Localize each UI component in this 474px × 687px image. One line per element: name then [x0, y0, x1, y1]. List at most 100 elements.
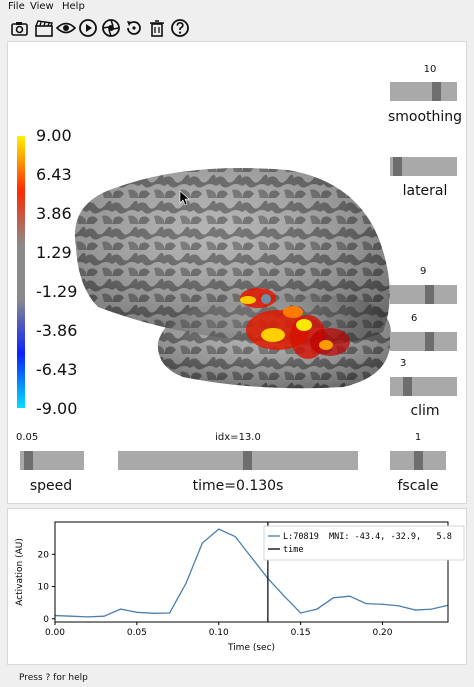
colorbar-tick: -9.00 [36, 399, 78, 418]
help-icon [171, 19, 189, 37]
smoothing-value: 10 [423, 64, 437, 75]
x-tick-label: 0.15 [291, 628, 311, 638]
data-point [152, 612, 154, 614]
clim-max-handle[interactable] [424, 285, 434, 304]
colorbar-tick: -1.29 [36, 282, 78, 301]
timecourse-panel: 0 10 20 0.00 0.05 0.10 0.15 0.20 Activation (A… [7, 508, 467, 665]
movie-icon [35, 20, 53, 37]
activation-map [240, 288, 350, 359]
clim-max-slider[interactable] [390, 285, 457, 304]
y-tick-label: 20 [38, 550, 50, 560]
x-tick-label: 0.20 [372, 628, 392, 638]
aperture-icon [102, 19, 120, 37]
data-point [119, 608, 122, 610]
data-point [300, 612, 302, 614]
colorbar-tick: -6.43 [36, 360, 78, 379]
toolbar [0, 14, 474, 40]
y-tick-label: 10 [38, 583, 50, 593]
smoothing-slider[interactable] [390, 82, 457, 101]
data-point [169, 612, 171, 614]
mouse-cursor [179, 190, 190, 206]
play-button[interactable] [78, 18, 98, 38]
menu-bar: File View Help [0, 0, 474, 14]
colorbar-tick: 3.86 [36, 204, 72, 223]
clim-mid-handle[interactable] [424, 332, 434, 351]
data-point [103, 615, 105, 617]
x-tick-label: 0.05 [127, 628, 147, 638]
data-point [185, 582, 187, 584]
lateral-label: lateral [402, 183, 448, 199]
brain-viewport[interactable]: 9.00 6.43 3.86 1.29 -1.29 -3.86 -6.43 -9… [7, 41, 467, 504]
data-point [414, 609, 416, 611]
speed-label: speed [29, 478, 73, 494]
clear-button[interactable] [147, 18, 167, 38]
data-point [136, 611, 138, 613]
fscale-label: fscale [397, 478, 439, 494]
colorbar-tick: -3.86 [36, 321, 78, 340]
menu-view[interactable]: View [30, 1, 54, 12]
data-point [365, 603, 367, 605]
speed-value: 0.05 [16, 432, 39, 443]
colorbar-tick: 1.29 [36, 243, 72, 262]
y-tick-label: 0 [43, 615, 49, 625]
status-bar: Press ? for help [19, 673, 88, 683]
legend-entry-time: time [283, 545, 303, 555]
brain-render [17, 136, 392, 408]
clim-mid-value: 6 [411, 313, 418, 324]
colorbar-tick: 9.00 [36, 126, 72, 145]
clim-min-value: 3 [400, 358, 407, 369]
data-point [349, 595, 351, 597]
smoothing-handle[interactable] [431, 82, 441, 101]
visibility-button[interactable] [56, 18, 76, 38]
reset-icon [127, 21, 141, 35]
x-axis-label: Time (sec) [227, 643, 275, 653]
lateral-handle[interactable] [392, 157, 402, 176]
data-point [431, 608, 433, 610]
screenshot-icon [11, 22, 28, 36]
data-point [381, 603, 384, 605]
time-slider[interactable] [118, 451, 358, 470]
aperture-button[interactable] [101, 18, 121, 38]
movie-button[interactable] [34, 18, 54, 38]
clim-min-slider[interactable] [390, 377, 457, 396]
data-point [234, 535, 236, 538]
data-point [398, 605, 400, 607]
menu-file[interactable]: File [8, 1, 25, 12]
x-axis: 0.00 0.05 0.10 0.15 0.20 [45, 622, 393, 638]
speed-handle[interactable] [24, 451, 34, 470]
menu-help[interactable]: Help [62, 1, 85, 12]
data-point [250, 556, 253, 559]
legend-entry-series: L:70819 MNI: -43.4, -32.9, 5.8 [283, 532, 452, 542]
colorbar [17, 136, 25, 408]
fscale-slider[interactable] [390, 451, 446, 470]
time-index-value: idx=13.0 [215, 432, 261, 443]
y-axis-label: Activation (AU) [15, 538, 25, 606]
speed-slider[interactable] [20, 451, 84, 470]
colorbar-tick: 6.43 [36, 165, 72, 184]
fscale-handle[interactable] [413, 451, 423, 470]
data-point [87, 616, 89, 618]
lateral-slider[interactable] [390, 157, 457, 176]
y-axis: 0 10 20 [38, 550, 55, 625]
data-point [316, 608, 318, 610]
data-point [70, 615, 72, 617]
time-label: time=0.130s [192, 478, 284, 494]
eye-icon [56, 22, 76, 34]
reset-button[interactable] [124, 18, 144, 38]
help-button[interactable] [170, 18, 190, 38]
fscale-value: 1 [414, 432, 422, 443]
timecourse-chart[interactable]: 0 10 20 0.00 0.05 0.10 0.15 0.20 Activation (A… [8, 509, 466, 664]
data-point [332, 597, 334, 599]
x-tick-label: 0.00 [45, 628, 65, 638]
smoothing-label: smoothing [387, 109, 463, 125]
screenshot-button[interactable] [10, 18, 30, 38]
trash-icon [150, 20, 164, 37]
clim-min-handle[interactable] [403, 377, 413, 396]
clim-label: clim [410, 403, 440, 419]
time-handle[interactable] [242, 451, 252, 470]
plot-frame [54, 521, 449, 623]
clim-max-value: 9 [420, 266, 427, 277]
x-tick-label: 0.10 [209, 628, 229, 638]
clim-mid-slider[interactable] [390, 332, 457, 351]
legend: L:70819 MNI: -43.4, -32.9, 5.8 time [263, 525, 465, 561]
